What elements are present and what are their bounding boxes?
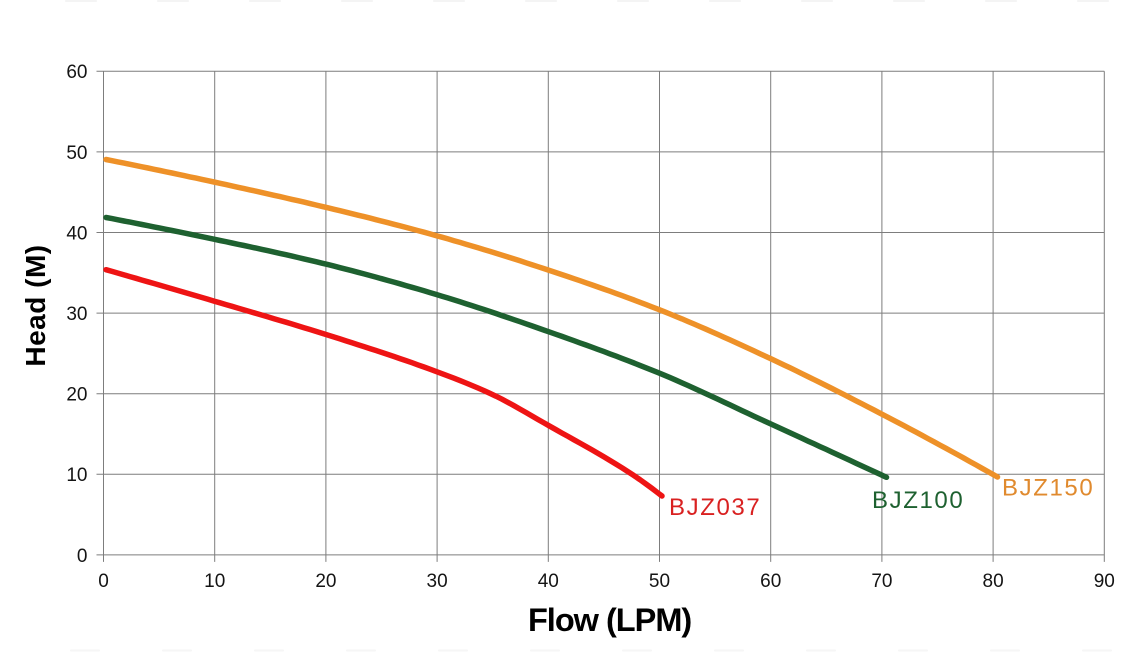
svg-text:BJZ037: BJZ037 [669, 494, 761, 521]
svg-text:20: 20 [66, 385, 87, 406]
svg-text:20: 20 [315, 571, 336, 592]
svg-text:90: 90 [1094, 571, 1115, 592]
svg-text:30: 30 [427, 571, 448, 592]
svg-text:Head (M): Head (M) [20, 244, 51, 366]
svg-text:0: 0 [77, 546, 88, 567]
svg-text:80: 80 [983, 571, 1004, 592]
svg-text:50: 50 [66, 143, 87, 164]
svg-text:70: 70 [871, 571, 892, 592]
svg-text:Flow (LPM): Flow (LPM) [528, 602, 691, 638]
svg-text:BJZ100: BJZ100 [872, 487, 964, 514]
svg-text:0: 0 [98, 571, 109, 592]
svg-text:BJZ150: BJZ150 [1002, 475, 1094, 502]
svg-text:60: 60 [760, 571, 781, 592]
svg-text:40: 40 [66, 223, 87, 244]
svg-text:30: 30 [66, 304, 87, 325]
svg-text:10: 10 [66, 465, 87, 486]
svg-text:60: 60 [66, 62, 87, 83]
svg-text:50: 50 [649, 571, 670, 592]
svg-text:40: 40 [538, 571, 559, 592]
svg-text:10: 10 [204, 571, 225, 592]
